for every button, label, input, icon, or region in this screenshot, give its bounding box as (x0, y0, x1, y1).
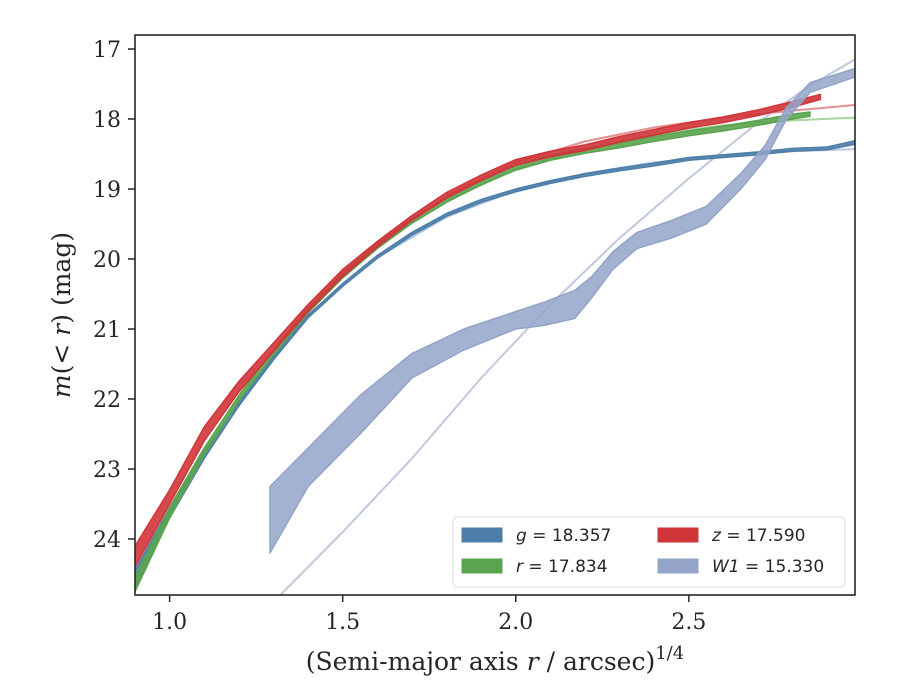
band-w1 (269, 67, 855, 554)
legend-swatch-w1 (657, 558, 699, 574)
legend-entry-r: r = 17.834 (461, 557, 608, 577)
legend-swatch-g (461, 527, 503, 543)
data-bands (135, 67, 855, 593)
legend: g = 18.357 z = 17.590 r = 17.834 W1 = 15… (452, 516, 846, 588)
legend-entry-g: g = 18.357 (461, 526, 611, 546)
legend-entry-z: z = 17.590 (657, 526, 805, 546)
legend-label-r: r = 17.834 (516, 557, 608, 577)
band-g (135, 139, 855, 589)
legend-label-w1: W1 = 15.330 (712, 557, 824, 577)
legend-swatch-r (461, 558, 503, 574)
plot-frame (134, 34, 856, 596)
y-tick-label: 23 (93, 458, 121, 483)
y-tick-label: 17 (93, 38, 121, 63)
y-tick-label: 24 (93, 528, 121, 553)
y-axis-label: m(< r) (mag) (47, 232, 76, 398)
legend-swatch-z (657, 527, 699, 543)
x-axis-label: (Semi-major axis r / arcsec)1/4 (306, 643, 684, 676)
band-z (135, 93, 822, 568)
y-tick-label: 20 (93, 248, 121, 273)
x-tick-label: 1.5 (325, 610, 360, 635)
y-tick-label: 19 (93, 178, 121, 203)
x-tick-label: 2.0 (498, 610, 533, 635)
legend-entry-w1: W1 = 15.330 (657, 557, 824, 577)
y-tick-label: 21 (93, 318, 121, 343)
legend-label-g: g = 18.357 (516, 526, 611, 546)
legend-label-z: z = 17.590 (711, 526, 805, 546)
legend-box (452, 516, 846, 588)
x-tick-label: 2.5 (671, 610, 706, 635)
axis-ticks: 1.0 1.5 2.0 2.5 17 18 19 20 21 22 23 24 (93, 38, 706, 635)
y-tick-label: 18 (93, 108, 121, 133)
x-tick-label: 1.0 (152, 610, 187, 635)
y-tick-label: 22 (93, 388, 121, 413)
